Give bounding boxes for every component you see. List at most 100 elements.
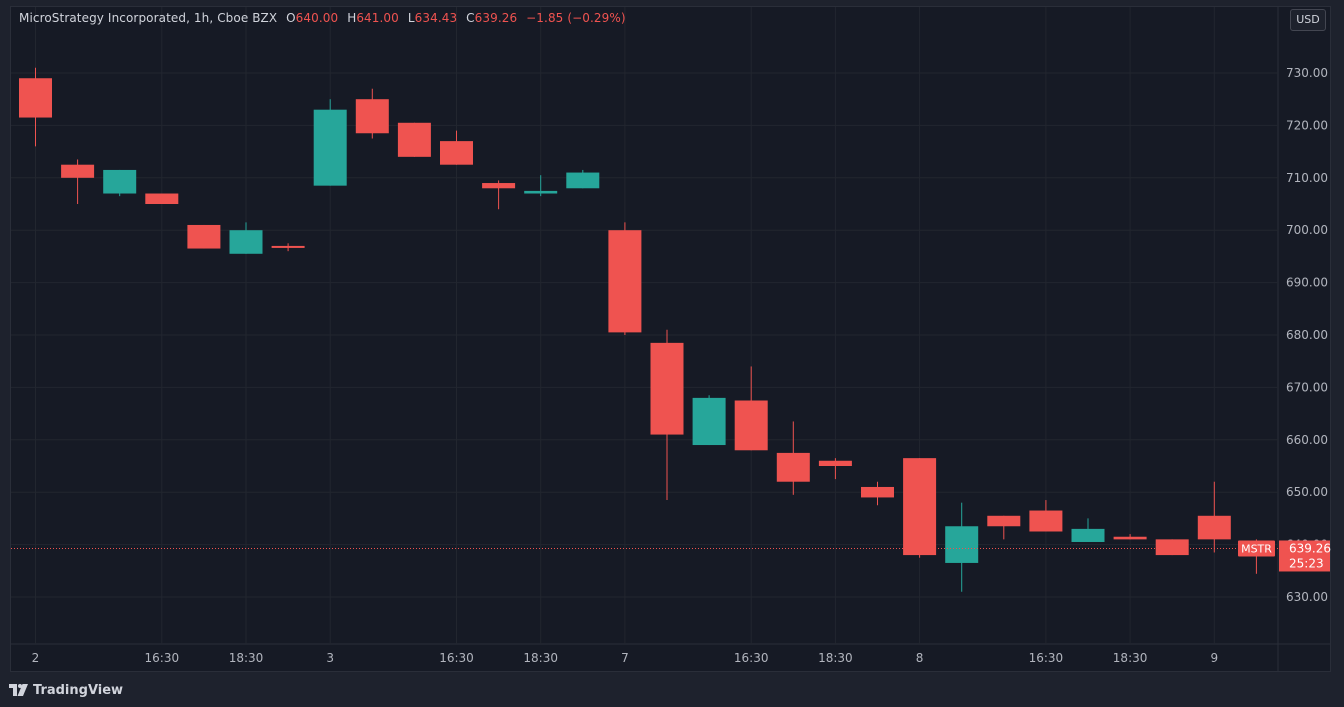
candle-body [61,164,95,178]
price-tag: 639.26 [1289,541,1331,555]
time-axis: 2 16:30 18:30 3 16:30 18:30 7 16:30 18:30 8 16:30 1… [32,651,1218,665]
price-tick-label: 710.00 [1286,171,1328,185]
open-label: O [286,11,296,25]
price-tick-label: 670.00 [1286,380,1328,394]
time-tick-label: 3 [326,651,334,665]
candle [818,458,852,480]
candle-body [818,460,852,466]
candle-body [271,245,305,248]
candle-body [313,109,347,186]
price-tick-label: 700.00 [1286,223,1328,237]
candle [734,366,768,451]
candle [692,395,726,446]
symbol-tag: MSTR [1241,542,1272,555]
candle-body [1071,528,1105,542]
candle-body [19,78,52,118]
price-tick-label: 730.00 [1286,66,1328,80]
candle-body [145,193,179,204]
candle-body [945,526,979,563]
candle-body [187,224,221,249]
candle [145,193,179,204]
candle [945,502,979,592]
candle-body [524,190,558,194]
candle-body [734,400,768,451]
candle [313,99,347,186]
time-tick-label: 18:30 [229,651,264,665]
price-tick-label: 650.00 [1286,485,1328,499]
time-tick-label: 2 [32,651,40,665]
candle [271,243,305,252]
candle-body [482,183,516,189]
time-tick-label: 16:30 [734,651,769,665]
low-value: 634.43 [414,11,458,25]
candle [987,515,1021,540]
price-tick-label: 630.00 [1286,590,1328,604]
time-tick-label: 16:30 [145,651,180,665]
candles [19,67,1273,592]
candle [19,67,52,147]
candle-body [103,169,137,194]
candle-body [355,99,389,134]
price-tick-label: 720.00 [1286,118,1328,132]
close-value: 639.26 [474,11,518,25]
candle [482,180,516,210]
tradingview-logo-icon [9,684,28,696]
symbol-tag-bg [1238,540,1275,557]
candle-body [229,230,263,254]
candle-body [566,172,600,189]
candle-body [650,342,684,435]
candle [608,222,642,335]
candle [61,159,95,204]
price-tag-bg [1279,540,1330,572]
time-tick-label: 16:30 [1029,651,1064,665]
time-tick-label: 18:30 [1113,651,1148,665]
candle [229,222,263,254]
candle [1071,518,1105,542]
time-tick-label: 8 [916,651,924,665]
open-value: 640.00 [295,11,339,25]
candle [103,169,137,197]
candle [1029,500,1063,532]
time-tick-label: 16:30 [439,651,474,665]
candle [776,421,810,495]
candle [903,458,937,558]
candle [397,122,431,157]
branding-label: TradingView [33,682,124,698]
symbol-legend: MicroStrategy Incorporated, 1h, Cboe BZX… [19,11,626,25]
candle-body [1155,539,1189,556]
change-value: −1.85 (−0.29%) [526,11,626,25]
symbol-title[interactable]: MicroStrategy Incorporated, 1h, Cboe BZX [19,11,278,25]
candle [1155,539,1189,556]
countdown-tag: 25:23 [1289,556,1324,570]
candle [187,224,221,249]
candle-body [1029,510,1063,532]
high-value: 641.00 [356,11,399,25]
candle [566,169,600,189]
candle-body [987,515,1021,527]
candle-body [608,230,642,333]
grid [11,7,1330,671]
candle-body [861,486,894,498]
candle [650,329,684,501]
time-tick-label: 18:30 [818,651,853,665]
tradingview-branding[interactable]: TradingView [9,680,123,700]
low-label: L [407,11,415,25]
candle-body [440,141,473,165]
candle [524,175,558,197]
candle [355,88,389,139]
candle [1113,534,1147,540]
candle [1197,481,1231,553]
price-axis: 630.00640.00650.00660.00670.00680.00690.… [1286,66,1328,604]
candle [440,130,473,165]
currency-button[interactable]: USD [1290,9,1326,31]
price-tick-label: 660.00 [1286,433,1328,447]
candle [861,481,894,506]
candle-body [397,122,431,157]
chart-panel[interactable] [10,6,1331,672]
time-tick-label: 7 [621,651,629,665]
price-tick-label: 690.00 [1286,276,1328,290]
candle-body [776,452,810,482]
